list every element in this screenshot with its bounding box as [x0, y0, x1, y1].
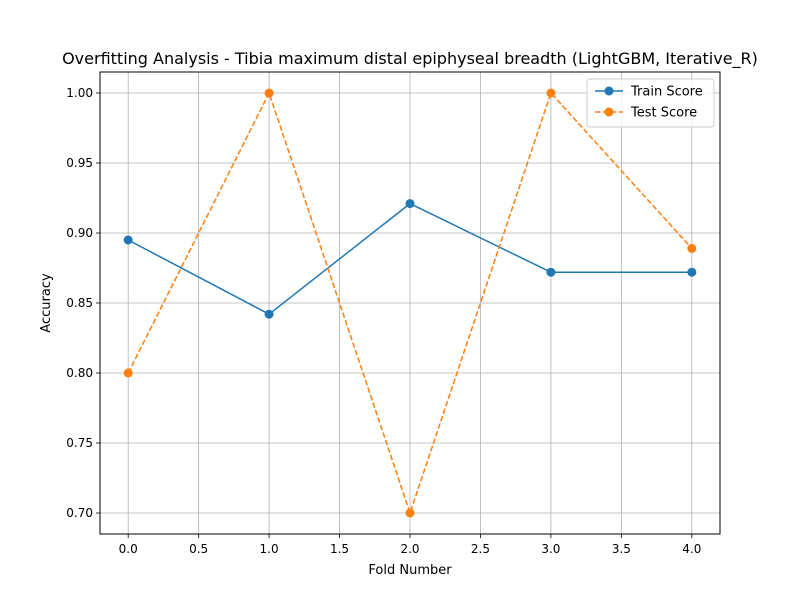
x-tick-label: 4.0: [682, 542, 701, 556]
y-axis-label: Accuracy: [39, 273, 54, 333]
y-tick-label: 0.70: [66, 506, 93, 520]
train-score-point: [546, 267, 556, 277]
test-score-point: [546, 88, 556, 98]
x-tick-label: 2.0: [400, 542, 419, 556]
x-tick-label: 1.5: [330, 542, 349, 556]
series-layer: [123, 88, 697, 518]
test-score-line: [127, 92, 693, 514]
train-score-point: [123, 235, 133, 245]
train-score-point: [687, 267, 697, 277]
legend-marker: [604, 107, 614, 117]
y-tick-label: 0.95: [66, 156, 93, 170]
y-tick-label: 0.90: [66, 226, 93, 240]
x-tick-label: 3.5: [612, 542, 631, 556]
y-tick-label: 0.80: [66, 366, 93, 380]
x-tick-label: 0.0: [119, 542, 138, 556]
train-score-point: [264, 309, 274, 319]
legend-marker: [604, 86, 614, 96]
legend-label: Test Score: [630, 106, 697, 121]
x-tick-label: 3.0: [541, 542, 560, 556]
axis-ticks: 0.0 0.5 1.0 1.5 2.0 2.5 3.0 3.5 4.0 0.70 0.75 0.80 0…: [66, 86, 701, 556]
x-tick-label: 0.5: [189, 542, 208, 556]
train-score-point: [405, 199, 415, 209]
test-score-point: [687, 243, 697, 253]
chart-title: Overfitting Analysis - Tibia maximum dis…: [62, 49, 758, 69]
y-tick-label: 1.00: [66, 86, 93, 100]
y-tick-label: 0.75: [66, 436, 93, 450]
test-score-point: [123, 368, 133, 378]
x-tick-label: 2.5: [471, 542, 490, 556]
y-tick-label: 0.85: [66, 296, 93, 310]
legend-label: Train Score: [630, 85, 703, 100]
x-tick-label: 1.0: [260, 542, 279, 556]
test-score-point: [405, 508, 415, 518]
test-score-point: [264, 88, 274, 98]
legend: Train Score Test Score: [586, 78, 715, 128]
x-axis-label: Fold Number: [368, 563, 452, 578]
